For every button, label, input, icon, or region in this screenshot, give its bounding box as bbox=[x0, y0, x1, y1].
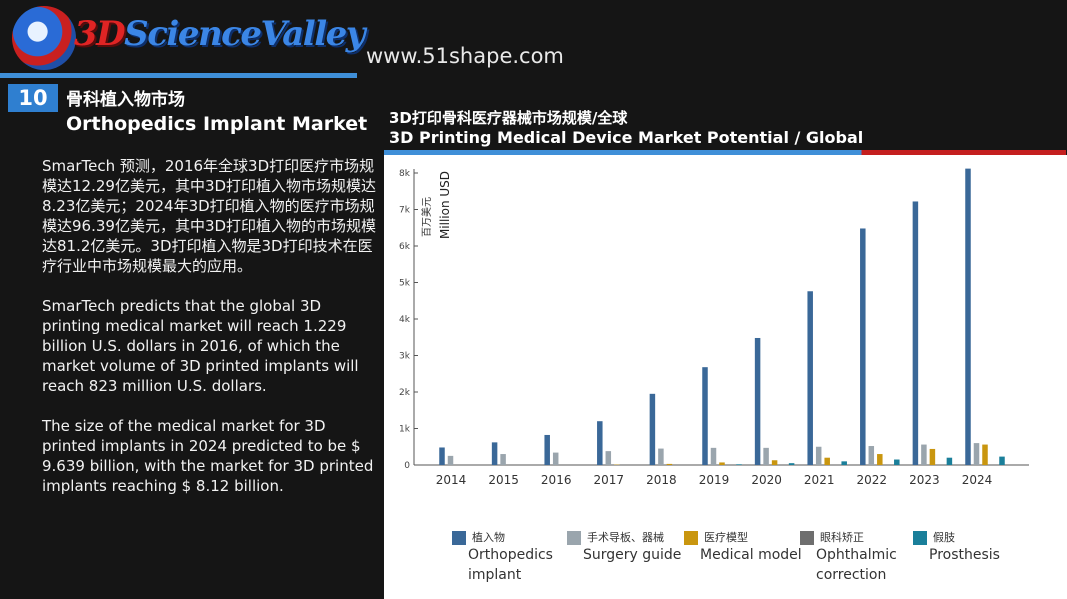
y-tick-label: 0 bbox=[404, 461, 410, 471]
x-tick-label: 2017 bbox=[594, 473, 625, 487]
x-tick-label: 2022 bbox=[857, 473, 888, 487]
chart-title: 3D打印骨科医疗器械市场规模/全球 3D Printing Medical De… bbox=[389, 108, 863, 148]
header-divider bbox=[0, 73, 357, 78]
bar-medical_model-2021 bbox=[824, 457, 830, 465]
bar-surgery_guide-2019 bbox=[710, 447, 717, 465]
legend-label: Orthopedics implant bbox=[468, 547, 553, 583]
paragraph-en-2: The size of the medical market for 3D pr… bbox=[42, 417, 374, 495]
bar-prosthesis-2022 bbox=[894, 459, 900, 465]
logo-wordmark: 3DScienceValley bbox=[74, 14, 366, 54]
bar-surgery_guide-2016 bbox=[552, 452, 559, 465]
legend-label-zh: 手术导板、器械 bbox=[587, 531, 664, 544]
x-tick-label: 2018 bbox=[646, 473, 677, 487]
x-tick-label: 2024 bbox=[962, 473, 993, 487]
body-text: SmarTech 预测，2016年全球3D打印医疗市场规模达12.29亿美元，其… bbox=[42, 156, 377, 516]
site-url: www.51shape.com bbox=[366, 44, 564, 68]
bar-surgery_guide-2022 bbox=[868, 446, 875, 465]
x-tick-label: 2014 bbox=[436, 473, 467, 487]
x-tick-label: 2015 bbox=[488, 473, 519, 487]
y-tick-label: 6k bbox=[399, 242, 411, 252]
paragraph-en-1: SmarTech predicts that the global 3D pri… bbox=[42, 297, 359, 395]
bar-implant-2018 bbox=[649, 393, 656, 465]
chart-title-bar bbox=[384, 150, 1066, 155]
x-tick-label: 2021 bbox=[804, 473, 835, 487]
legend-label: Ophthalmic correction bbox=[816, 547, 897, 583]
y-tick-label: 2k bbox=[399, 388, 411, 398]
y-tick-label: 5k bbox=[399, 279, 411, 289]
bar-surgery_guide-2020 bbox=[763, 447, 769, 465]
bar-implant-2020 bbox=[754, 337, 761, 465]
x-tick-label: 2023 bbox=[909, 473, 940, 487]
legend-label-zh: 医疗模型 bbox=[704, 531, 748, 544]
chart-title-en: 3D Printing Medical Device Market Potent… bbox=[389, 128, 864, 147]
bar-implant-2024 bbox=[965, 168, 971, 465]
bar-implant-2019 bbox=[702, 367, 708, 465]
section-title: 骨科植入物市场 Orthopedics Implant Market bbox=[66, 88, 367, 136]
y-axis-label: Million USD bbox=[438, 171, 452, 239]
bar-implant-2022 bbox=[860, 228, 866, 465]
bar-medical_model-2023 bbox=[929, 448, 936, 465]
chart-panel: 0 1k 2k 3k 4k 5k 6k 7k 8k 百万美元 Million USD 2014 2015… bbox=[384, 155, 1067, 599]
chart-title-zh: 3D打印骨科医疗器械市场规模/全球 bbox=[389, 109, 628, 127]
bar-implant-2014 bbox=[439, 447, 445, 465]
y-tick-label: 3k bbox=[399, 352, 411, 362]
bar-prosthesis-2024 bbox=[999, 456, 1005, 465]
bar-prosthesis-2019 bbox=[736, 464, 742, 465]
bar-surgery_guide-2015 bbox=[500, 454, 506, 465]
legend-label: Prosthesis bbox=[929, 547, 1000, 563]
bar-chart: 0 1k 2k 3k 4k 5k 6k 7k 8k 百万美元 Million USD 2014 2015… bbox=[399, 168, 1029, 487]
bar-prosthesis-2020 bbox=[788, 463, 795, 465]
x-tick-label: 2020 bbox=[751, 473, 782, 487]
legend-label-zh: 植入物 bbox=[472, 531, 505, 544]
x-tick-label: 2019 bbox=[699, 473, 730, 487]
legend-swatch bbox=[452, 531, 466, 545]
bar-medical_model-2022 bbox=[877, 454, 883, 465]
y-axis-label-zh: 百万美元 bbox=[420, 197, 433, 237]
y-tick-label: 1k bbox=[399, 425, 411, 435]
bar-implant-2017 bbox=[597, 421, 603, 465]
bar-medical_model-2020 bbox=[771, 460, 778, 465]
legend-label-zh: 假肢 bbox=[933, 531, 955, 544]
legend-swatch bbox=[567, 531, 581, 545]
bar-surgery_guide-2024 bbox=[973, 443, 980, 465]
legend-label: Medical model bbox=[700, 547, 802, 563]
bar-prosthesis-2023 bbox=[946, 457, 953, 465]
section-number: 10 bbox=[8, 84, 58, 112]
legend-swatch bbox=[800, 531, 814, 545]
x-tick-label: 2016 bbox=[541, 473, 572, 487]
bar-surgery_guide-2018 bbox=[658, 448, 664, 465]
bar-surgery_guide-2023 bbox=[921, 444, 927, 465]
bar-implant-2023 bbox=[912, 201, 919, 465]
logo-globe-icon bbox=[12, 6, 76, 70]
bar-surgery_guide-2017 bbox=[605, 451, 612, 465]
brand-logo: 3DScienceValley bbox=[10, 4, 366, 70]
bar-implant-2016 bbox=[544, 434, 550, 465]
legend-label: Surgery guide bbox=[583, 547, 682, 563]
legend-swatch bbox=[684, 531, 698, 545]
bar-medical_model-2019 bbox=[719, 462, 725, 465]
bar-implant-2021 bbox=[807, 291, 813, 465]
legend-swatch bbox=[913, 531, 927, 545]
y-tick-label: 8k bbox=[399, 169, 411, 179]
bar-prosthesis-2021 bbox=[841, 461, 847, 465]
bar-surgery_guide-2014 bbox=[447, 455, 454, 465]
bar-implant-2015 bbox=[491, 442, 498, 465]
y-tick-label: 7k bbox=[399, 206, 411, 216]
section-title-zh: 骨科植入物市场 bbox=[66, 90, 185, 110]
bar-medical_model-2024 bbox=[982, 444, 988, 465]
paragraph-zh: SmarTech 预测，2016年全球3D打印医疗市场规模达12.29亿美元，其… bbox=[42, 157, 377, 275]
bar-medical_model-2018 bbox=[666, 463, 673, 465]
legend-label-zh: 眼科矫正 bbox=[820, 531, 864, 544]
y-tick-label: 4k bbox=[399, 315, 411, 325]
section-title-en: Orthopedics Implant Market bbox=[66, 113, 368, 135]
bar-surgery_guide-2021 bbox=[815, 446, 822, 465]
